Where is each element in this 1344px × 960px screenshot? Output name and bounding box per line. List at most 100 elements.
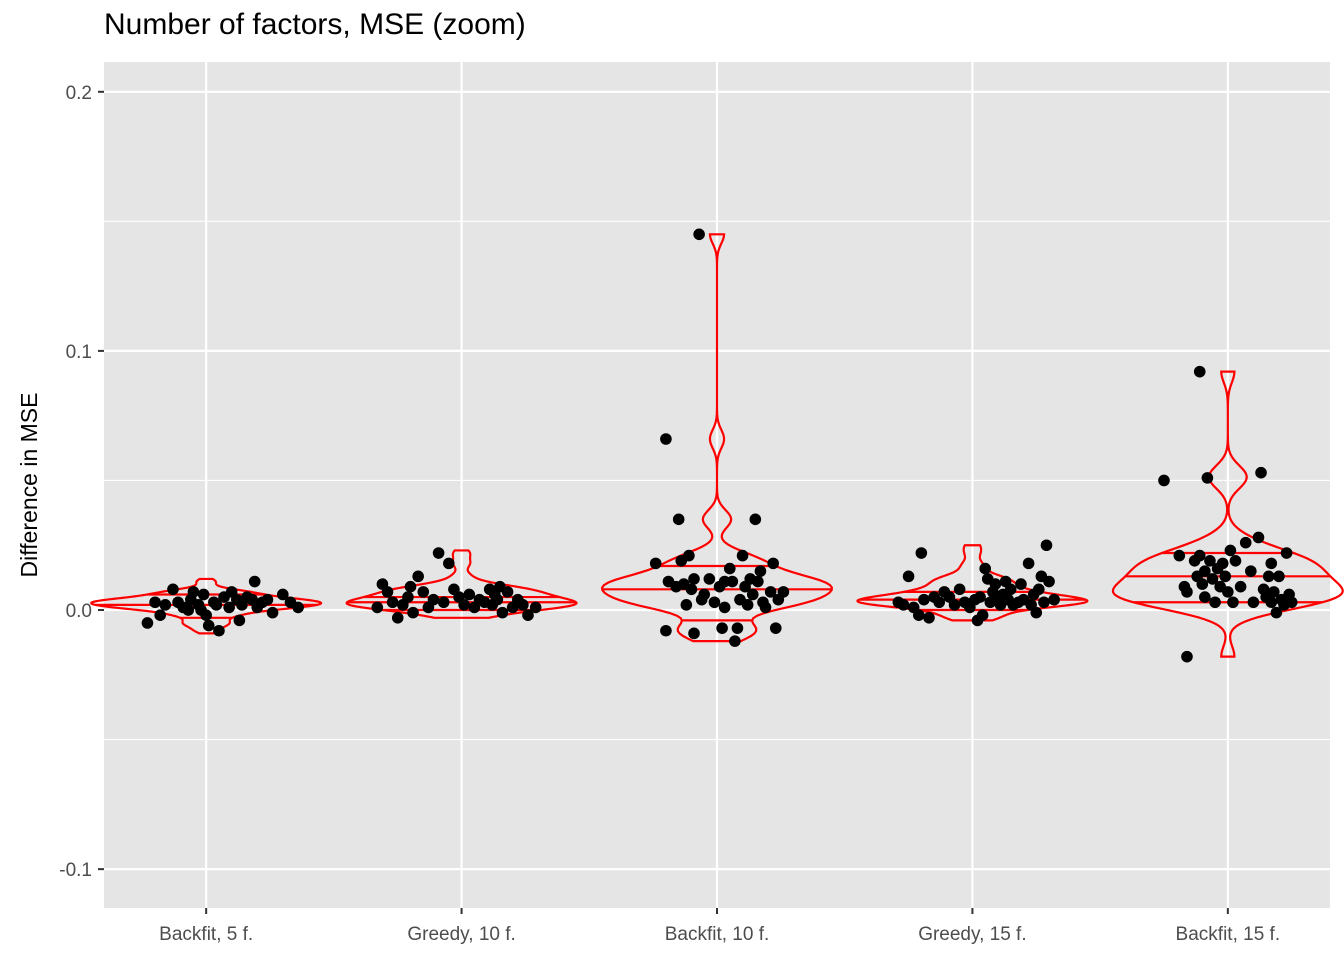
data-point bbox=[200, 609, 212, 622]
data-point bbox=[292, 601, 304, 614]
data-point bbox=[407, 606, 419, 619]
data-point bbox=[777, 586, 790, 598]
data-point bbox=[437, 596, 450, 609]
data-point bbox=[749, 513, 762, 526]
data-point bbox=[463, 588, 476, 601]
data-point bbox=[1280, 547, 1293, 559]
data-point bbox=[491, 593, 504, 606]
data-point bbox=[149, 596, 161, 609]
data-point bbox=[1173, 549, 1186, 562]
data-point bbox=[953, 583, 966, 596]
data-point bbox=[933, 596, 946, 609]
data-point bbox=[1181, 586, 1193, 598]
data-point bbox=[979, 562, 991, 575]
data-point bbox=[723, 562, 736, 575]
data-point bbox=[1199, 565, 1211, 577]
data-point bbox=[718, 601, 731, 614]
data-point bbox=[276, 588, 289, 601]
data-point bbox=[923, 611, 935, 624]
data-point bbox=[688, 627, 700, 640]
data-point bbox=[1245, 565, 1257, 577]
data-point bbox=[213, 624, 225, 637]
data-point bbox=[1270, 606, 1283, 619]
data-point bbox=[266, 606, 279, 619]
data-point bbox=[159, 599, 172, 611]
data-point bbox=[458, 599, 470, 611]
x-tick-label: Backfit, 10 f. bbox=[665, 924, 770, 945]
data-point bbox=[529, 601, 542, 614]
data-point bbox=[754, 565, 767, 577]
data-point bbox=[210, 599, 223, 611]
data-point bbox=[522, 609, 534, 622]
data-point bbox=[233, 614, 246, 627]
data-point bbox=[1004, 583, 1017, 596]
data-point bbox=[759, 601, 772, 614]
violin-outline bbox=[856, 544, 1089, 622]
data-point bbox=[1043, 575, 1055, 588]
data-point bbox=[912, 609, 925, 622]
data-point bbox=[1224, 544, 1237, 557]
data-point bbox=[1255, 466, 1267, 479]
data-point bbox=[1201, 472, 1214, 484]
data-point bbox=[402, 591, 414, 603]
data-point bbox=[764, 586, 777, 598]
violin-outline bbox=[600, 233, 834, 643]
data-point bbox=[185, 593, 197, 606]
data-point bbox=[1216, 557, 1229, 570]
data-point bbox=[767, 557, 779, 570]
data-point bbox=[902, 570, 915, 583]
data-point bbox=[197, 588, 210, 601]
data-point bbox=[1015, 578, 1027, 590]
y-tick-label: 0.2 bbox=[66, 83, 92, 104]
data-point bbox=[746, 588, 759, 601]
data-point bbox=[649, 557, 662, 570]
data-point bbox=[1252, 531, 1265, 544]
data-point bbox=[736, 549, 749, 562]
data-point bbox=[182, 604, 195, 616]
x-tick-label: Greedy, 15 f. bbox=[918, 924, 1026, 945]
data-point bbox=[427, 593, 440, 606]
data-point bbox=[708, 596, 721, 609]
data-point bbox=[1048, 593, 1060, 606]
data-point bbox=[404, 580, 417, 593]
data-point bbox=[1022, 557, 1035, 570]
data-point bbox=[741, 599, 754, 611]
data-point bbox=[371, 601, 384, 614]
data-point bbox=[769, 622, 782, 634]
data-point bbox=[1265, 596, 1278, 609]
data-point bbox=[1199, 591, 1211, 603]
data-point bbox=[154, 609, 166, 622]
data-point bbox=[1234, 580, 1247, 593]
data-point bbox=[1181, 650, 1193, 663]
data-point bbox=[494, 580, 506, 593]
data-point bbox=[948, 599, 961, 611]
data-point bbox=[1206, 573, 1219, 585]
data-point bbox=[1285, 596, 1298, 609]
y-tick-label: -0.1 bbox=[59, 860, 92, 881]
data-point bbox=[718, 575, 731, 588]
data-point bbox=[167, 583, 179, 596]
data-point bbox=[1229, 554, 1242, 567]
data-point bbox=[1193, 365, 1206, 378]
data-point bbox=[1040, 539, 1053, 552]
violin-outline bbox=[1111, 370, 1344, 658]
data-point bbox=[1158, 474, 1170, 487]
data-point bbox=[223, 601, 235, 614]
data-point bbox=[1219, 570, 1232, 583]
data-point bbox=[261, 593, 274, 606]
data-point bbox=[417, 586, 430, 598]
data-point bbox=[248, 575, 261, 588]
data-point bbox=[412, 570, 424, 583]
y-axis-title: Difference in MSE bbox=[16, 393, 42, 578]
data-point bbox=[386, 596, 399, 609]
x-tick-label: Backfit, 5 f. bbox=[159, 924, 253, 945]
data-point bbox=[731, 622, 744, 634]
data-point bbox=[915, 547, 928, 559]
data-point bbox=[703, 573, 716, 585]
data-point bbox=[1239, 536, 1252, 549]
data-point bbox=[989, 578, 1002, 590]
data-point bbox=[141, 617, 154, 629]
data-point bbox=[685, 583, 698, 596]
data-point bbox=[1209, 596, 1221, 609]
